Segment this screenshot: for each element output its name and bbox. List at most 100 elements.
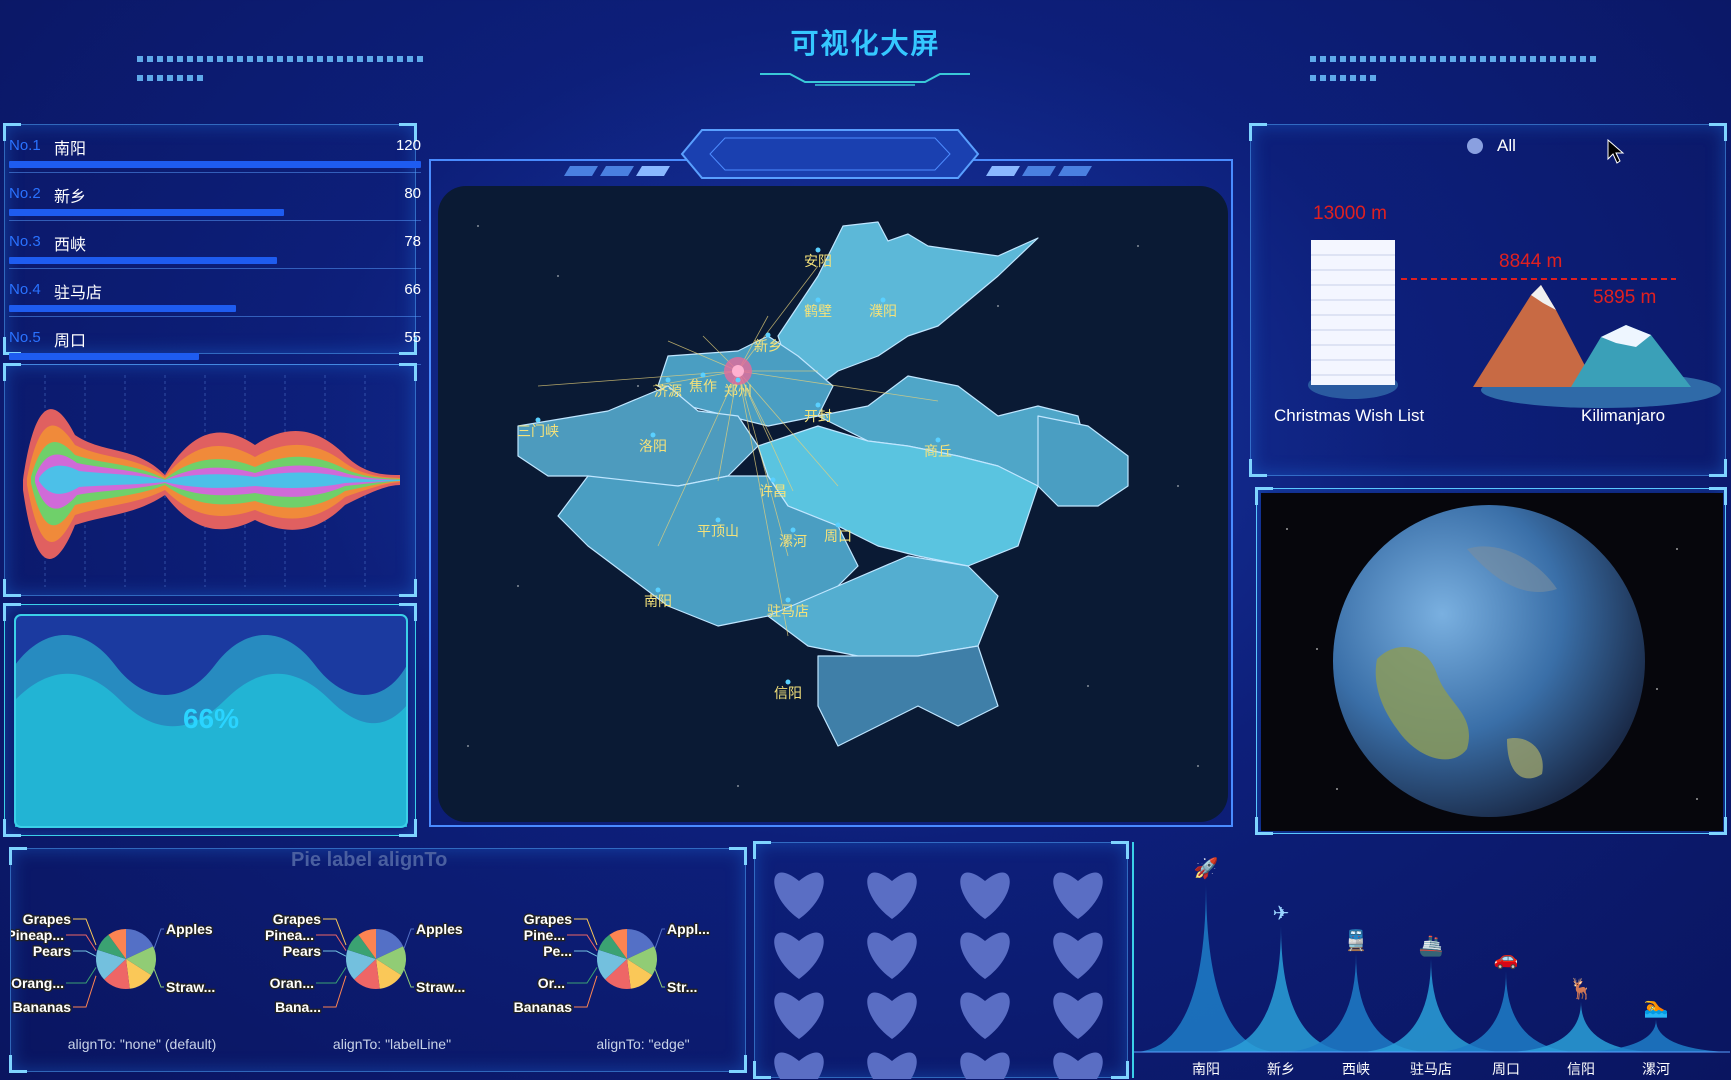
city-dot[interactable] <box>715 517 721 523</box>
city-dot[interactable] <box>835 522 841 528</box>
tower-pictogram <box>1311 240 1395 385</box>
pie-slice[interactable] <box>126 929 154 959</box>
peak-bar[interactable] <box>1286 953 1426 1052</box>
plane-icon: ✈ <box>1273 901 1290 925</box>
city-label: 焦作 <box>689 379 717 395</box>
pie-slice[interactable] <box>605 959 631 989</box>
pie-caption: alignTo: "edge" <box>596 1036 689 1052</box>
rank-city-name: 西峡 <box>54 235 87 254</box>
ranking-row: No.5 周口 55 <box>9 317 421 365</box>
city-dot[interactable] <box>765 332 771 338</box>
ranking-row: No.2 新乡 80 <box>9 173 421 221</box>
heart-icon <box>774 932 824 979</box>
pie-label-line <box>323 918 347 946</box>
pie-label-line <box>403 968 414 988</box>
peak-bar[interactable] <box>1211 926 1351 1052</box>
heart-icon <box>867 932 917 979</box>
pie-slice[interactable] <box>104 959 130 989</box>
pie-label-line <box>316 934 347 951</box>
pie-slice[interactable] <box>346 949 376 980</box>
pie-slice[interactable] <box>627 929 655 959</box>
region <box>777 221 1039 387</box>
city-dot[interactable] <box>935 437 941 443</box>
rank-value: 120 <box>395 137 421 154</box>
pie-label: Orang... <box>11 975 64 991</box>
pie-slice[interactable] <box>358 929 376 959</box>
pie-slice[interactable] <box>97 934 126 959</box>
liquid-gauge <box>14 614 408 828</box>
city-dot[interactable] <box>650 432 656 438</box>
city-label: 濮阳 <box>869 304 897 320</box>
rank-city-name: 周口 <box>54 331 87 350</box>
rank-progress-bar <box>9 209 284 216</box>
pie-slice[interactable] <box>376 929 404 959</box>
city-dot[interactable] <box>785 597 791 603</box>
pie-label: Or... <box>538 975 565 991</box>
pie-slice[interactable] <box>609 929 627 959</box>
city-dot[interactable] <box>735 377 741 383</box>
city-dot[interactable] <box>665 377 671 383</box>
city-label: 平顶山 <box>697 524 739 540</box>
rank-value: 78 <box>404 233 421 250</box>
peak-bar[interactable] <box>1436 971 1576 1052</box>
city-dot[interactable] <box>790 527 796 533</box>
pie-label: Pears <box>283 943 321 959</box>
city-dot[interactable] <box>700 372 706 378</box>
city-dot[interactable] <box>880 297 886 303</box>
pie-label-line <box>567 934 598 951</box>
city-label: 商丘 <box>924 444 952 460</box>
city-label: 漯河 <box>779 534 807 550</box>
peak-bar[interactable] <box>1361 958 1501 1052</box>
city-label: 郑州 <box>724 384 752 400</box>
city-dot[interactable] <box>815 297 821 303</box>
peak-category-label: 信阳 <box>1567 1062 1595 1078</box>
pie-label: Straw... <box>416 979 465 995</box>
pie-label: Bananas <box>514 999 573 1015</box>
peak-category-label: 驻马店 <box>1410 1062 1452 1078</box>
pie-label: Pineap... <box>11 927 64 943</box>
mouse-cursor-icon <box>1607 139 1625 164</box>
peak-chart: 🚀 南阳 ✈ 新乡 🚆 西峡 🚢 驻马店 🚗 周口 🦌 信阳 🏊 漯河 <box>1134 856 1730 1078</box>
earth-globe <box>1261 493 1723 831</box>
city-dot[interactable] <box>770 477 776 483</box>
streamgraph <box>23 375 400 587</box>
pie-label: Grapes <box>23 911 71 927</box>
city-label: 驻马店 <box>767 604 809 620</box>
peak-bar[interactable] <box>1136 881 1276 1052</box>
legend-marker <box>1467 138 1483 154</box>
rank-progress-bar <box>9 305 236 312</box>
pie-slice[interactable] <box>96 949 126 980</box>
city-dot[interactable] <box>655 587 661 593</box>
pie-slice[interactable] <box>126 946 156 976</box>
pie-slice[interactable] <box>376 959 402 989</box>
city-dot[interactable] <box>815 247 821 253</box>
pie-slice[interactable] <box>597 949 627 980</box>
peak-category-label: 周口 <box>1492 1062 1520 1078</box>
pie-slice[interactable] <box>354 959 380 989</box>
heart-icon <box>867 992 917 1039</box>
heart-icon <box>867 872 917 919</box>
pie-slice[interactable] <box>347 934 376 959</box>
pie-slice[interactable] <box>598 934 627 959</box>
pie-label: Apples <box>416 921 463 937</box>
pie-slice[interactable] <box>108 929 126 959</box>
peak-bar[interactable] <box>1511 1001 1651 1052</box>
heart-icon <box>960 1052 1010 1080</box>
legend-label[interactable]: All <box>1497 136 1516 155</box>
pie-caption: alignTo: "none" (default) <box>68 1036 216 1052</box>
city-dot[interactable] <box>785 679 791 685</box>
pie-label: Grapes <box>273 911 321 927</box>
peak-bar[interactable] <box>1586 1019 1726 1052</box>
city-label: 许昌 <box>759 484 787 500</box>
mountain-panel: All 13000 m 8844 m 5895 m Christmas Wish… <box>1249 123 1727 477</box>
pie-label-line <box>73 975 97 1008</box>
mountain-kilimanjaro <box>1571 325 1691 387</box>
pie-slice[interactable] <box>627 946 658 976</box>
pie-label: Appl... <box>667 921 710 937</box>
pie-slice[interactable] <box>627 959 653 989</box>
rank-number: No.5 <box>9 329 41 346</box>
city-dot[interactable] <box>815 402 821 408</box>
city-dot[interactable] <box>535 417 541 423</box>
pie-slice[interactable] <box>376 946 406 976</box>
pie-slice[interactable] <box>126 959 152 989</box>
